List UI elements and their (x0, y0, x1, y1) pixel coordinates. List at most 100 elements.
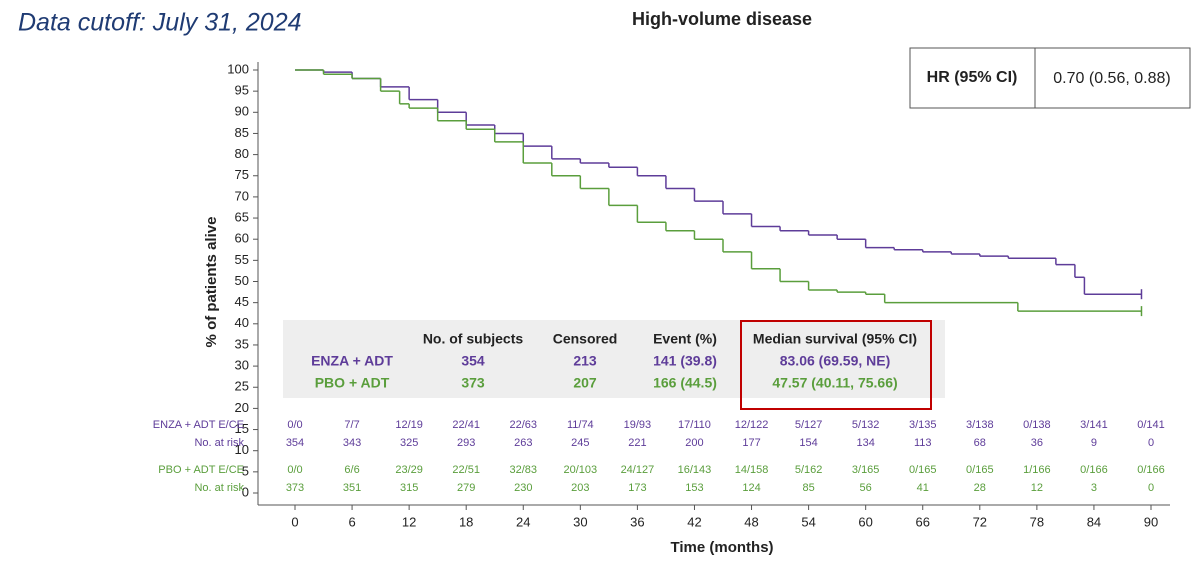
risk-cell: 279 (457, 482, 475, 494)
y-tick-label: 55 (235, 252, 249, 267)
y-tick-label: 10 (235, 442, 249, 457)
chart-title: High-volume disease (632, 9, 812, 29)
risk-cell: 173 (628, 482, 646, 494)
risk-cell: 36 (1031, 437, 1043, 449)
x-tick-label: 0 (291, 514, 298, 529)
y-tick-label: 35 (235, 336, 249, 351)
x-tick-label: 48 (744, 514, 758, 529)
summary-cell: 47.57 (40.11, 75.66) (772, 375, 897, 391)
risk-cell: 200 (685, 437, 703, 449)
risk-cell: 20/103 (564, 464, 598, 476)
x-tick-label: 78 (1030, 514, 1044, 529)
y-tick-label: 45 (235, 294, 249, 309)
risk-cell: 24/127 (621, 464, 655, 476)
hr-label: HR (95% CI) (927, 69, 1018, 86)
risk-cell: 9 (1091, 437, 1097, 449)
summary-cell: 207 (573, 375, 597, 391)
risk-cell: 354 (286, 437, 304, 449)
risk-cell: 22/41 (452, 419, 480, 431)
x-tick-label: 66 (915, 514, 929, 529)
y-tick-label: 90 (235, 104, 249, 119)
y-axis-title: % of patients alive (203, 217, 220, 348)
summary-cell: 213 (573, 353, 597, 369)
risk-cell: 68 (974, 437, 986, 449)
risk-cell: 325 (400, 437, 418, 449)
risk-row-label: PBO + ADT E/CE (158, 464, 244, 476)
risk-cell: 124 (742, 482, 760, 494)
risk-cell: 85 (802, 482, 814, 494)
risk-cell: 6/6 (344, 464, 359, 476)
risk-cell: 28 (974, 482, 986, 494)
risk-cell: 3/138 (966, 419, 994, 431)
hr-value: 0.70 (0.56, 0.88) (1053, 70, 1170, 87)
risk-cell: 41 (917, 482, 929, 494)
risk-cell: 19/93 (624, 419, 652, 431)
y-tick-label: 25 (235, 379, 249, 394)
risk-cell: 0/0 (287, 464, 302, 476)
risk-cell: 3/141 (1080, 419, 1108, 431)
risk-cell: 1/166 (1023, 464, 1051, 476)
risk-cell: 17/110 (678, 419, 711, 431)
y-tick-label: 5 (242, 463, 249, 478)
y-tick-label: 95 (235, 83, 249, 98)
risk-cell: 177 (742, 437, 760, 449)
summary-cell: 83.06 (69.59, NE) (780, 353, 891, 369)
risk-cell: 113 (914, 437, 932, 449)
x-tick-label: 72 (973, 514, 987, 529)
y-tick-label: 60 (235, 231, 249, 246)
risk-cell: 32/83 (510, 464, 538, 476)
risk-cell: 0 (1148, 482, 1154, 494)
hr-box (909, 47, 1191, 109)
risk-cell: 245 (571, 437, 589, 449)
y-tick-label: 100 (227, 61, 249, 76)
x-tick-label: 36 (630, 514, 644, 529)
risk-cell: 12/19 (395, 419, 423, 431)
risk-cell: 0/141 (1137, 419, 1165, 431)
risk-cell: 5/162 (795, 464, 823, 476)
summary-header: Event (%) (653, 331, 717, 347)
summary-cell: 373 (461, 375, 485, 391)
summary-header: Censored (553, 331, 618, 347)
x-tick-label: 60 (858, 514, 872, 529)
y-tick-label: 85 (235, 125, 249, 140)
risk-cell: 0/138 (1023, 419, 1051, 431)
x-tick-label: 18 (459, 514, 473, 529)
risk-cell: 293 (457, 437, 475, 449)
risk-cell: 5/132 (852, 419, 880, 431)
summary-header: No. of subjects (423, 331, 524, 347)
summary-cell: 354 (461, 353, 485, 369)
risk-cell: 23/29 (395, 464, 423, 476)
risk-cell: 12 (1031, 482, 1043, 494)
risk-cell: 343 (343, 437, 361, 449)
risk-cell: 373 (286, 482, 304, 494)
risk-cell: 3/165 (852, 464, 880, 476)
y-tick-label: 75 (235, 167, 249, 182)
risk-cell: 0/0 (287, 419, 302, 431)
summary-background (283, 320, 945, 398)
median-highlight (740, 320, 932, 410)
risk-cell: 12/122 (735, 419, 769, 431)
x-tick-label: 90 (1144, 514, 1158, 529)
summary-cell: 141 (39.8) (653, 353, 717, 369)
y-tick-label: 40 (235, 315, 249, 330)
risk-cell: 56 (860, 482, 872, 494)
summary-row-label: PBO + ADT (315, 375, 390, 391)
x-tick-label: 24 (516, 514, 530, 529)
y-tick-label: 30 (235, 358, 249, 373)
risk-cell: 16/143 (678, 464, 712, 476)
x-tick-label: 54 (801, 514, 815, 529)
x-tick-label: 12 (402, 514, 416, 529)
y-tick-label: 70 (235, 188, 249, 203)
risk-cell: 0/166 (1080, 464, 1108, 476)
risk-cell: 22/51 (452, 464, 480, 476)
risk-cell: 11/74 (567, 419, 594, 431)
y-tick-label: 65 (235, 209, 249, 224)
risk-cell: 7/7 (344, 419, 359, 431)
risk-cell: 203 (571, 482, 589, 494)
summary-row-label: ENZA + ADT (311, 353, 393, 369)
risk-cell: 3 (1091, 482, 1097, 494)
x-tick-label: 42 (687, 514, 701, 529)
y-tick-label: 20 (235, 400, 249, 415)
risk-cell: 263 (514, 437, 532, 449)
